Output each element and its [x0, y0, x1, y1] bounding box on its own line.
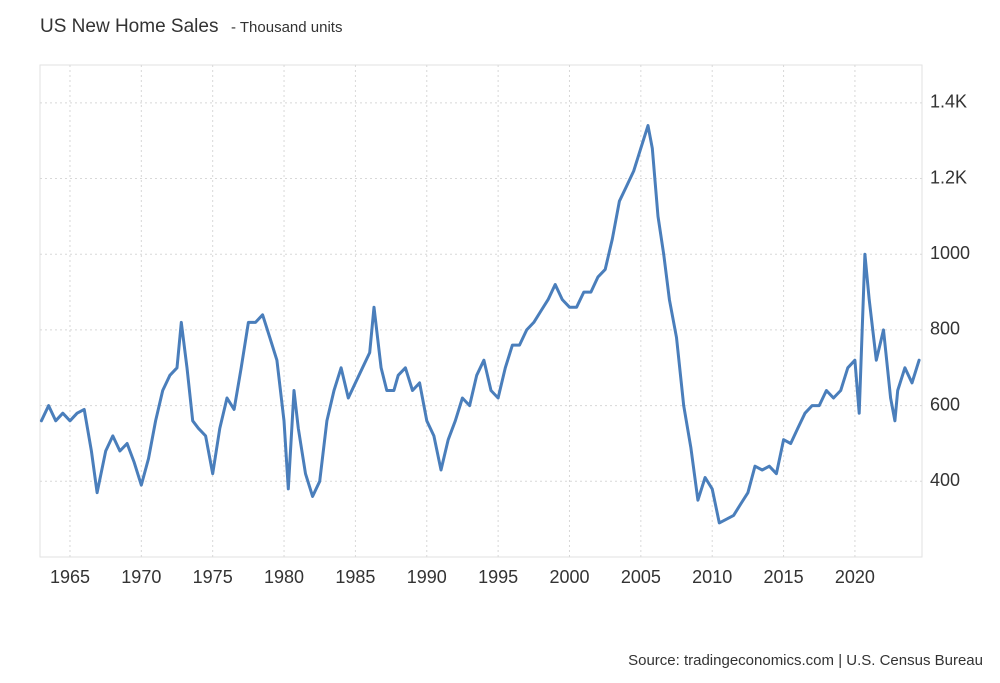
chart-title: US New Home Sales — [40, 16, 218, 37]
x-tick-label: 2015 — [764, 567, 804, 587]
x-tick-label: 1980 — [264, 567, 304, 587]
y-tick-label: 1.4K — [930, 92, 967, 112]
y-tick-label: 1.2K — [930, 167, 967, 187]
x-tick-label: 1990 — [407, 567, 447, 587]
x-tick-label: 2010 — [692, 567, 732, 587]
data-line — [39, 124, 921, 525]
y-tick-label: 800 — [930, 319, 960, 339]
chart-subtitle: - Thousand units — [231, 19, 342, 36]
x-tick-label: 2020 — [835, 567, 875, 587]
x-tick-label: 1985 — [335, 567, 375, 587]
y-tick-label: 600 — [930, 394, 960, 414]
x-tick-label: 2000 — [549, 567, 589, 587]
y-tick-label: 1000 — [930, 243, 970, 263]
plot-frame — [39, 64, 923, 558]
y-tick-label: 400 — [930, 470, 960, 490]
x-tick-label: 1965 — [50, 567, 90, 587]
x-tick-label: 1995 — [478, 567, 518, 587]
x-tick-label: 1970 — [121, 567, 161, 587]
source-note: Source: tradingeconomics.com | U.S. Cens… — [628, 652, 983, 669]
x-tick-label: 2005 — [621, 567, 661, 587]
x-tick-label: 1975 — [193, 567, 233, 587]
